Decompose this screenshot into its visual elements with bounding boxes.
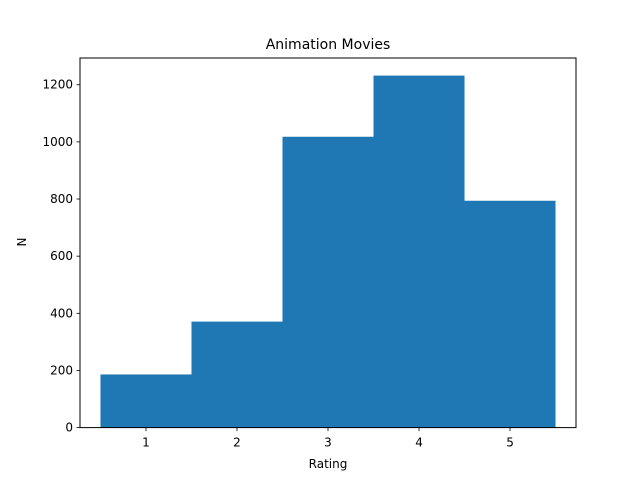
y-tick-label: 800 (50, 192, 73, 206)
y-tick-label: 1000 (42, 135, 73, 149)
y-axis-label: N (15, 238, 29, 247)
y-tick-label: 400 (50, 306, 73, 320)
y-tick-label: 0 (65, 421, 73, 435)
x-tick-label: 5 (506, 436, 514, 450)
y-axis: 0 200 400 600 800 1000 1200 (42, 78, 80, 435)
histogram-bar-1 (100, 374, 192, 428)
histogram-bar-5 (464, 200, 556, 428)
x-axis-label: Rating (309, 457, 348, 471)
x-axis: 1 2 3 4 5 (142, 427, 514, 450)
histogram-bar-4 (373, 75, 465, 428)
histogram-bar-3 (282, 136, 374, 428)
y-tick-label: 200 (50, 363, 73, 377)
x-tick-label: 1 (142, 436, 150, 450)
histogram-bar-2 (191, 321, 283, 428)
y-tick-label: 600 (50, 249, 73, 263)
chart-title: Animation Movies (266, 37, 391, 53)
y-tick-label: 1200 (42, 78, 73, 92)
x-tick-label: 3 (324, 436, 332, 450)
x-tick-label: 4 (415, 436, 423, 450)
bars-layer (100, 75, 556, 428)
x-tick-label: 2 (233, 436, 241, 450)
